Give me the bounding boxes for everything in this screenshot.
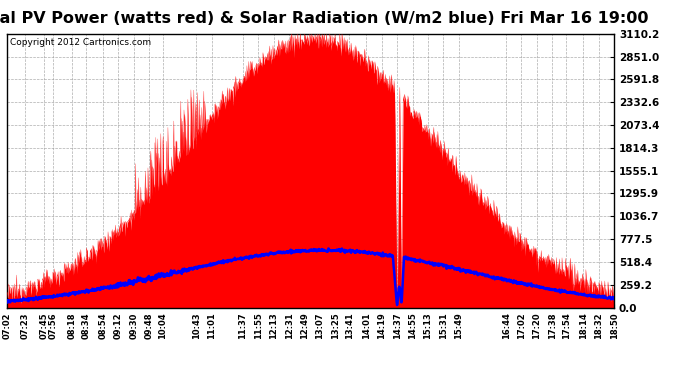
Text: Copyright 2012 Cartronics.com: Copyright 2012 Cartronics.com [10, 38, 151, 47]
Text: Total PV Power (watts red) & Solar Radiation (W/m2 blue) Fri Mar 16 19:00: Total PV Power (watts red) & Solar Radia… [0, 11, 649, 26]
